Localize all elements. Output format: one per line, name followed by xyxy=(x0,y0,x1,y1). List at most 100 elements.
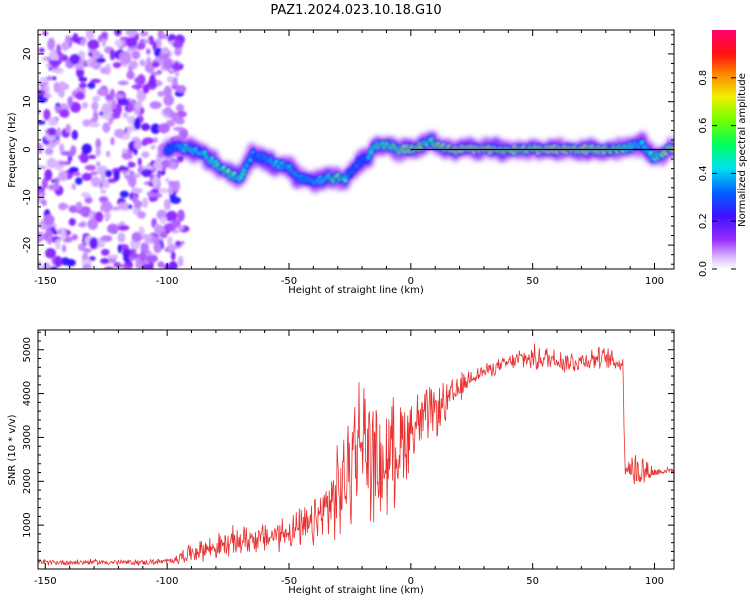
heatmap-cell xyxy=(143,39,150,44)
heatmap-cell xyxy=(85,30,95,40)
heatmap-cell xyxy=(141,151,150,158)
spectrogram-xlabel: Height of straight line (km) xyxy=(288,285,424,296)
heatmap-cell xyxy=(172,40,184,49)
heatmap-cell xyxy=(100,171,106,184)
heatmap-cell xyxy=(90,78,102,84)
heatmap-cell xyxy=(95,138,101,149)
colorbar: 0.0 0.2 0.4 0.6 0.8 Normalized spectral ampl… xyxy=(698,30,748,277)
heatmap-cell xyxy=(87,218,99,230)
heatmap-cell xyxy=(75,177,83,185)
heatmap-cell xyxy=(175,240,182,247)
heatmap-cell xyxy=(45,248,56,259)
heatmap-cell xyxy=(104,169,112,178)
heatmap-cell xyxy=(38,260,42,269)
heatmap-cell xyxy=(114,93,125,99)
heatmap-cell xyxy=(38,120,46,125)
heatmap-cell xyxy=(47,37,56,50)
heatmap-cell xyxy=(162,166,167,171)
heatmap-cell xyxy=(101,103,113,115)
heatmap-cell xyxy=(70,101,81,113)
heatmap-cell xyxy=(178,255,184,267)
heatmap-cell xyxy=(117,244,122,254)
heatmap-cell xyxy=(79,153,89,164)
heatmap-cell xyxy=(87,39,100,50)
heatmap-cell xyxy=(127,102,133,113)
heatmap-cell xyxy=(92,50,101,60)
heatmap-cell xyxy=(58,202,68,211)
heatmap-cell xyxy=(44,169,53,181)
heatmap-cell xyxy=(101,235,113,242)
x-tick-label: 50 xyxy=(526,276,539,287)
heatmap-cell xyxy=(131,50,141,60)
heatmap-cell xyxy=(115,103,123,115)
heatmap-cell xyxy=(123,265,130,269)
heatmap-cell xyxy=(167,186,174,195)
heatmap-cell xyxy=(54,116,59,122)
heatmap-cell xyxy=(173,126,186,131)
heatmap-cell xyxy=(47,127,57,136)
heatmap-cell xyxy=(67,96,73,107)
heatmap-cell xyxy=(131,232,142,242)
heatmap-cell xyxy=(89,237,98,250)
heatmap-cell xyxy=(100,258,110,264)
heatmap-cell xyxy=(166,244,178,251)
heatmap-cell xyxy=(127,115,136,125)
heatmap-cell xyxy=(38,47,45,53)
snr-frame xyxy=(37,329,675,570)
spectrogram-ylabel: Frequency (Hz) xyxy=(7,112,18,188)
heatmap-cell xyxy=(168,180,177,187)
heatmap-cell xyxy=(81,143,92,155)
heatmap-cell xyxy=(97,88,109,97)
heatmap-cell xyxy=(68,166,79,174)
heatmap-cell xyxy=(152,174,159,187)
heatmap-cell xyxy=(42,262,51,269)
heatmap-cell xyxy=(175,118,185,125)
heatmap-cell xyxy=(103,266,115,269)
x-tick-label: -100 xyxy=(156,576,179,587)
heatmap-cell xyxy=(49,266,58,269)
heatmap-cell xyxy=(175,103,185,112)
heatmap-cell xyxy=(49,66,62,73)
heatmap-cell xyxy=(60,257,70,266)
heatmap-cell xyxy=(56,127,62,139)
heatmap-cell xyxy=(174,47,182,57)
heatmap-cell xyxy=(173,61,180,72)
heatmap-cell xyxy=(47,184,60,191)
heatmap-cell xyxy=(82,263,92,269)
heatmap-cell xyxy=(119,54,132,65)
heatmap-cell xyxy=(51,76,57,81)
heatmap-cell xyxy=(50,226,56,233)
heatmap-cell xyxy=(111,100,117,110)
figure-title: PAZ1.2024.023.10.18.G10 xyxy=(270,3,441,18)
x-tick-label: 0 xyxy=(408,576,414,587)
heatmap-cell xyxy=(53,255,63,268)
heatmap-cell xyxy=(46,75,53,81)
colorbar-tick-label: 0.8 xyxy=(698,70,709,86)
heatmap-cell xyxy=(137,157,142,166)
heatmap-cell xyxy=(125,30,138,37)
heatmap-cell xyxy=(112,62,122,69)
heatmap-cell xyxy=(134,101,143,109)
heatmap-cell xyxy=(76,209,89,215)
heatmap-cell xyxy=(68,218,76,226)
heatmap-cell xyxy=(152,41,158,51)
heatmap-cell xyxy=(90,176,101,188)
heatmap-cell xyxy=(163,94,174,106)
heatmap-cell xyxy=(150,123,161,135)
heatmap-cell xyxy=(43,108,51,121)
heatmap-cell xyxy=(60,228,67,241)
heatmap-cell xyxy=(54,105,62,112)
colorbar-ticks: 0.0 0.2 0.4 0.6 0.8 xyxy=(698,70,736,277)
heatmap-cell xyxy=(38,231,43,243)
heatmap-cell xyxy=(94,211,104,223)
y-tick-label: 1000 xyxy=(22,512,33,537)
heatmap-cell xyxy=(71,183,77,190)
heatmap-cell xyxy=(88,122,100,128)
heatmap-cell xyxy=(128,204,133,210)
heatmap-cell xyxy=(144,234,156,244)
heatmap-cell xyxy=(119,190,129,198)
heatmap-cells xyxy=(38,30,674,269)
y-tick-label: -20 xyxy=(22,237,33,253)
heatmap-cell xyxy=(133,117,141,130)
